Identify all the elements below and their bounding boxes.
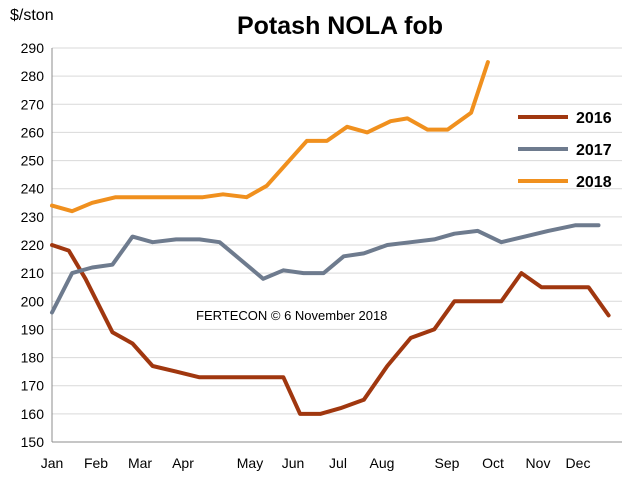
y-tick-label: 270 xyxy=(21,96,45,112)
series-line-2018 xyxy=(50,60,490,214)
source-annotation: FERTECON © 6 November 2018 xyxy=(196,308,387,323)
legend-label-2017: 2017 xyxy=(576,142,612,159)
x-tick-label: Dec xyxy=(566,455,591,471)
x-tick-label: Jul xyxy=(329,455,347,471)
y-tick-label: 220 xyxy=(21,237,45,253)
x-tick-label: May xyxy=(237,455,263,471)
y-tick-label: 290 xyxy=(21,40,45,56)
x-tick-label: Apr xyxy=(172,455,194,471)
x-axis-ticks: Jan Feb Mar Apr May Jun Jul Aug Sep Oct Nov Dec xyxy=(41,455,591,471)
series-lines xyxy=(50,60,611,416)
legend-label-2016: 2016 xyxy=(576,110,612,127)
y-tick-label: 260 xyxy=(21,124,45,140)
x-tick-label: Oct xyxy=(482,455,504,471)
series-line-2016 xyxy=(50,243,611,416)
legend: 2016 2017 2018 xyxy=(518,110,612,191)
legend-label-2018: 2018 xyxy=(576,174,612,191)
y-tick-label: 280 xyxy=(21,68,45,84)
y-tick-label: 240 xyxy=(21,181,45,197)
x-tick-label: Mar xyxy=(128,455,152,471)
y-tick-label: 180 xyxy=(21,350,45,366)
y-tick-label: 160 xyxy=(21,406,45,422)
y-tick-label: 170 xyxy=(21,378,45,394)
y-tick-label: 150 xyxy=(21,434,45,450)
y-tick-label: 200 xyxy=(21,293,45,309)
x-tick-label: Jan xyxy=(41,455,64,471)
x-tick-label: Aug xyxy=(370,455,395,471)
chart-title: Potash NOLA fob xyxy=(237,12,443,40)
y-tick-label: 190 xyxy=(21,321,45,337)
y-tick-label: 230 xyxy=(21,209,45,225)
y-axis-unit-label: $/ston xyxy=(10,7,54,24)
series-line-2017 xyxy=(50,223,601,315)
x-tick-label: Nov xyxy=(526,455,551,471)
x-tick-label: Sep xyxy=(435,455,460,471)
x-tick-label: Jun xyxy=(282,455,305,471)
gridlines xyxy=(51,47,622,443)
y-axis-ticks: 150 160 170 180 190 200 210 220 230 240 250 260 270 2… xyxy=(21,40,45,450)
x-tick-label: Feb xyxy=(84,455,108,471)
y-tick-label: 210 xyxy=(21,265,45,281)
y-tick-label: 250 xyxy=(21,153,45,169)
